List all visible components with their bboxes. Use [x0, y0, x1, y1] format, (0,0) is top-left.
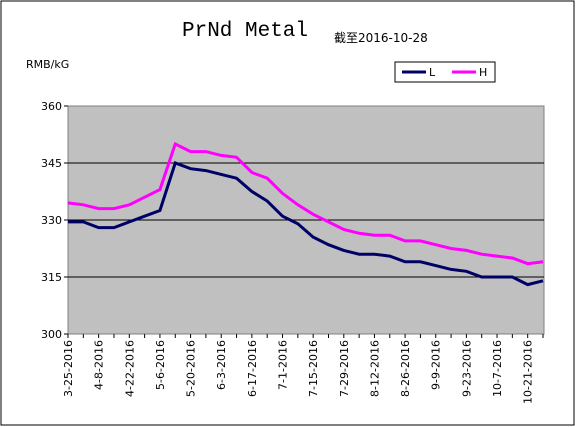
x-tick-label: 8-26-2016	[399, 340, 412, 397]
x-tick-label: 6-3-2016	[215, 340, 228, 390]
series-line	[68, 161, 544, 287]
legend-label: H	[479, 66, 487, 79]
y-tick-label: 345	[41, 157, 62, 170]
x-tick-label: 10-7-2016	[491, 340, 504, 397]
x-tick-label: 8-12-2016	[368, 340, 381, 397]
series-line	[67, 141, 544, 266]
y-tick-label: 330	[41, 214, 62, 227]
legend	[394, 61, 496, 83]
x-tick-label: 9-9-2016	[430, 340, 443, 390]
x-tick-label: 5-6-2016	[154, 340, 167, 390]
y-tick-label: 300	[41, 328, 62, 341]
y-tick-label: 315	[41, 271, 62, 284]
x-tick-label: 7-29-2016	[338, 340, 351, 397]
chart-subtitle: 截至2016-10-28	[334, 31, 428, 45]
x-tick-label: 5-20-2016	[185, 340, 198, 397]
x-tick-label: 3-25-2016	[62, 340, 75, 397]
legend-label: L	[429, 66, 436, 79]
y-tick-label: 360	[41, 100, 62, 113]
x-tick-label: 4-22-2016	[123, 340, 136, 397]
x-tick-label: 7-1-2016	[277, 340, 290, 390]
chart-title: PrNd Metal	[182, 20, 308, 43]
y-axis-label: RMB/kG	[26, 58, 69, 71]
x-tick-label: 10-21-2016	[522, 340, 535, 404]
x-tick-label: 9-23-2016	[460, 340, 473, 397]
x-tick-label: 6-17-2016	[246, 340, 259, 397]
x-tick-label: 7-15-2016	[307, 340, 320, 397]
x-tick-label: 4-8-2016	[93, 340, 106, 390]
